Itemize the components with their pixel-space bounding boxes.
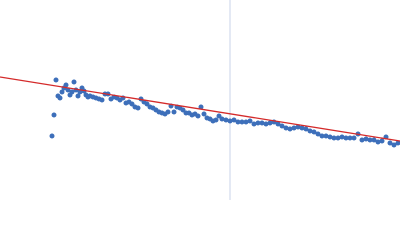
data-point [319, 133, 325, 139]
data-point [267, 120, 273, 126]
data-point [198, 104, 204, 110]
data-point [77, 89, 83, 95]
data-point [255, 120, 261, 126]
data-point [65, 87, 71, 93]
data-point [295, 124, 301, 130]
data-point [351, 135, 357, 141]
data-point [387, 140, 393, 146]
data-point [235, 119, 241, 125]
data-point [165, 109, 171, 115]
data-point [371, 137, 377, 143]
data-point [57, 95, 63, 101]
data-point [59, 89, 65, 95]
data-point [135, 105, 141, 111]
data-point [227, 118, 233, 124]
data-point [49, 133, 55, 139]
data-point [311, 129, 317, 135]
data-point [51, 112, 57, 118]
data-point [303, 126, 309, 132]
data-point [359, 137, 365, 143]
data-point [331, 135, 337, 141]
data-point [63, 82, 69, 88]
data-point [231, 117, 237, 123]
data-point [259, 120, 265, 126]
data-point [367, 137, 373, 143]
data-point [391, 142, 397, 148]
data-point [53, 77, 59, 83]
data-point [287, 126, 293, 132]
data-point [219, 116, 225, 122]
data-point [299, 125, 305, 131]
data-point [335, 135, 341, 141]
data-point [69, 89, 75, 95]
data-point [323, 133, 329, 139]
data-point [201, 111, 207, 117]
data-point [379, 138, 385, 144]
data-point [275, 121, 281, 127]
data-point [327, 134, 333, 140]
data-point [291, 125, 297, 131]
data-point [347, 135, 353, 141]
data-point [243, 119, 249, 125]
data-point [315, 131, 321, 137]
data-point [195, 113, 201, 119]
data-point [247, 118, 253, 124]
data-point [251, 121, 257, 127]
data-point [263, 121, 269, 127]
data-point [239, 119, 245, 125]
data-point [363, 136, 369, 142]
data-point [71, 79, 77, 85]
data-point [375, 139, 381, 145]
fit-line [0, 76, 400, 142]
data-point [213, 117, 219, 123]
data-point [75, 93, 81, 99]
data-point [339, 134, 345, 140]
data-point [343, 135, 349, 141]
data-point [223, 117, 229, 123]
data-point [171, 109, 177, 115]
data-point [307, 128, 313, 134]
data-point [99, 97, 105, 103]
data-point [279, 123, 285, 129]
data-point [395, 140, 400, 146]
chart [0, 0, 400, 200]
data-point [283, 125, 289, 131]
